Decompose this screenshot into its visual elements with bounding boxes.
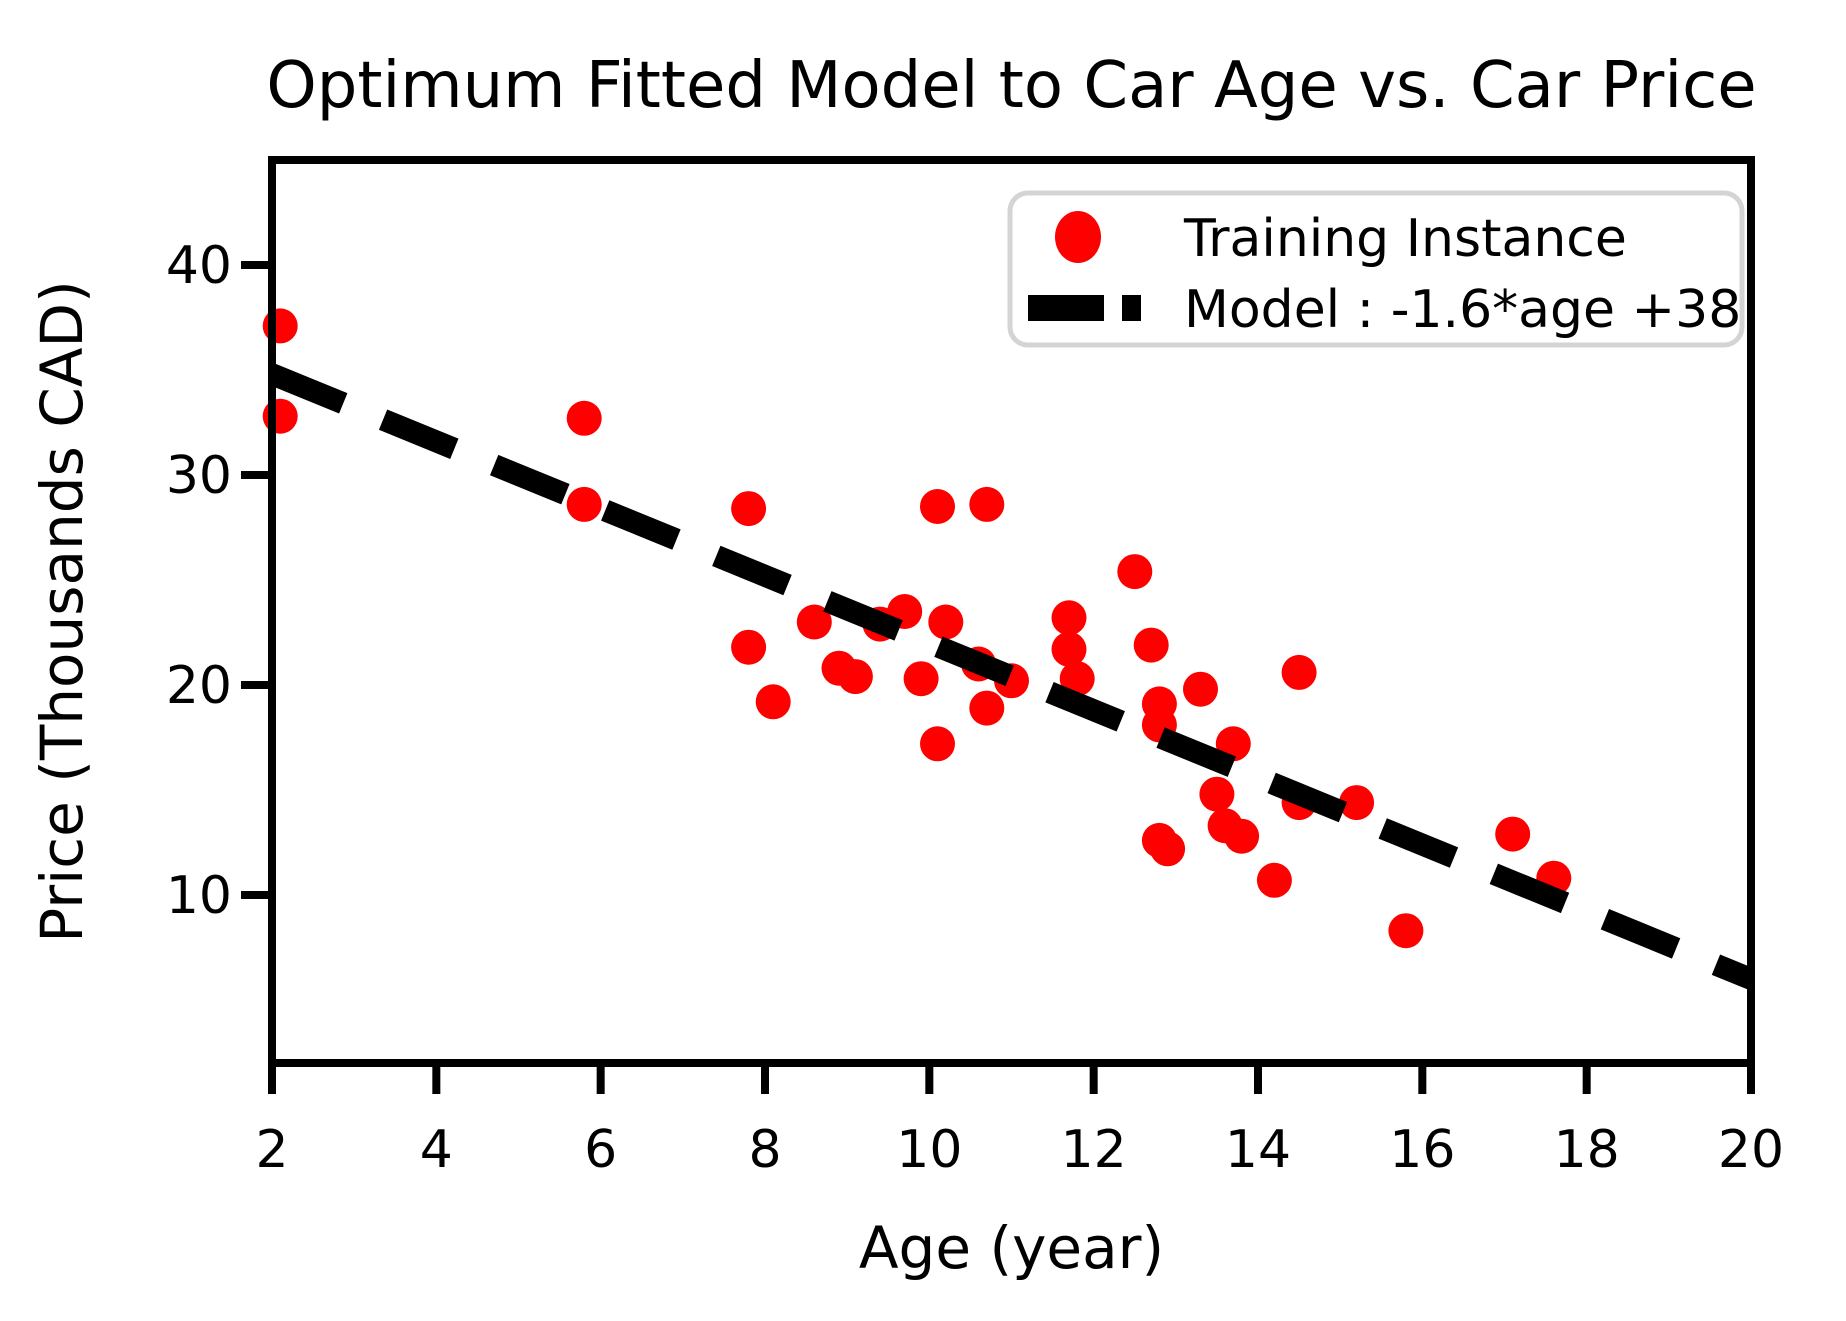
- scatter-point: [1051, 600, 1087, 636]
- legend: Training Instance Model : -1.6*age +38: [1007, 190, 1745, 348]
- scatter-point: [1183, 671, 1218, 707]
- chart-title: Optimum Fitted Model to Car Age vs. Car …: [266, 49, 1756, 123]
- legend-marker-training-dot: [1055, 211, 1101, 263]
- scatter-point: [1059, 661, 1095, 697]
- scatter-point: [1150, 831, 1186, 867]
- scatter-point: [1224, 818, 1260, 854]
- y-tick-label: 30: [166, 446, 232, 506]
- x-tick-label: 10: [896, 1120, 962, 1180]
- scatter-point: [262, 308, 298, 344]
- y-axis-ticks: 10 20 30 40: [166, 236, 268, 926]
- x-tick-label: 2: [255, 1120, 288, 1180]
- legend-box: [1007, 190, 1745, 348]
- x-tick-label: 16: [1389, 1120, 1455, 1180]
- model-line: [267, 364, 1756, 990]
- legend-marker-model-dash-long: [1028, 295, 1104, 321]
- y-tick-label: 20: [166, 656, 232, 716]
- scatter-point: [1256, 862, 1292, 898]
- x-tick-label: 14: [1225, 1120, 1291, 1180]
- x-tick-label: 20: [1718, 1120, 1784, 1180]
- x-tick-label: 4: [420, 1120, 453, 1180]
- x-tick-label: 18: [1554, 1120, 1620, 1180]
- x-tick-label: 6: [584, 1120, 617, 1180]
- x-tick-label: 8: [748, 1120, 781, 1180]
- scatter-point: [796, 604, 832, 640]
- scatter-point: [920, 726, 955, 762]
- x-axis-label: Age (year): [859, 1214, 1164, 1282]
- scatter-point: [920, 489, 955, 524]
- scatter-point: [837, 659, 873, 695]
- scatter-point: [566, 400, 602, 436]
- legend-label-training: Training Instance: [1183, 209, 1627, 269]
- x-axis-ticks: 2 4 6 8 10 12 14 16 18 20: [255, 1067, 1784, 1180]
- y-tick-label: 40: [166, 236, 232, 296]
- scatter-point: [731, 629, 767, 665]
- legend-marker-model-dash-short: [1122, 295, 1141, 321]
- scatter-point: [928, 604, 964, 640]
- y-tick-label: 10: [166, 866, 232, 926]
- scatter-points: [262, 308, 1572, 949]
- scatter-point: [969, 690, 1005, 726]
- scatter-point: [566, 486, 602, 522]
- scatter-point: [755, 684, 791, 720]
- scatter-point: [731, 491, 767, 527]
- scatter-point: [1133, 627, 1169, 663]
- scatter-point: [1339, 785, 1375, 821]
- plot-border: [268, 156, 1755, 1067]
- scatter-point: [1495, 816, 1531, 852]
- y-axis-label: Price (Thousands CAD): [28, 280, 96, 942]
- scatter-point: [262, 398, 298, 434]
- scatter-point: [1388, 913, 1424, 949]
- x-tick-label: 12: [1061, 1120, 1127, 1180]
- scatter-point: [1199, 776, 1235, 812]
- scatter-point: [1117, 554, 1153, 590]
- scatter-point: [903, 661, 939, 697]
- legend-label-model: Model : -1.6*age +38: [1184, 280, 1741, 340]
- scatter-point: [969, 486, 1005, 522]
- scatter-point: [1281, 654, 1317, 690]
- scatter-point: [1051, 631, 1087, 667]
